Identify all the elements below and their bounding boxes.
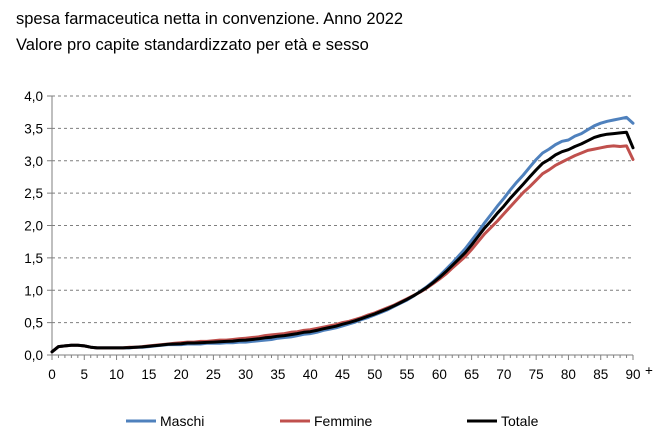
legend-label-totale: Totale xyxy=(501,413,539,429)
y-tick-label: 1,5 xyxy=(24,251,43,266)
y-tick-label: 3,5 xyxy=(24,121,43,136)
series-lines xyxy=(50,115,635,354)
x-tick-label: 40 xyxy=(303,367,318,382)
axes xyxy=(47,95,634,360)
x-tick-label: 85 xyxy=(593,367,608,382)
x-tick-label: 65 xyxy=(464,367,479,382)
x-tick-label: 90 xyxy=(625,367,640,382)
chart-title: spesa farmaceutica netta in convenzione.… xyxy=(16,10,404,28)
x-tick-label: 75 xyxy=(529,367,544,382)
x-tick-label: 35 xyxy=(270,367,285,382)
x-tick-label: 0 xyxy=(48,367,56,382)
x-tick-label: 60 xyxy=(432,367,447,382)
series-line-totale xyxy=(50,130,635,354)
grid-lines xyxy=(52,95,633,324)
x-tick-label: 10 xyxy=(109,367,124,382)
x-tick-label: 25 xyxy=(206,367,221,382)
y-tick-label: 3,0 xyxy=(24,154,43,169)
x-tick-label: 45 xyxy=(335,367,350,382)
x-tick-label: 5 xyxy=(81,367,89,382)
legend: Maschi Femmine Totale xyxy=(126,413,539,429)
y-tick-label: 0,0 xyxy=(24,348,43,363)
chart-subtitle: Valore pro capite standardizzato per età… xyxy=(16,36,369,54)
legend-label-maschi: Maschi xyxy=(160,413,204,429)
x-tick-label: 20 xyxy=(174,367,189,382)
x-tick-label: 30 xyxy=(238,367,253,382)
legend-label-femmine: Femmine xyxy=(314,413,373,429)
y-tick-labels: 0,0 0,5 1,0 1,5 2,0 2,5 3,0 3,5 4,0 xyxy=(24,89,43,363)
x-tick-label: 15 xyxy=(141,367,156,382)
y-tick-label: 2,5 xyxy=(24,186,43,201)
y-tick-label: 2,0 xyxy=(24,219,43,234)
y-tick-label: 0,5 xyxy=(24,316,43,331)
x-tick-label: 55 xyxy=(400,367,415,382)
x-tick-label: 80 xyxy=(561,367,576,382)
x-tick-suffix: + xyxy=(645,363,653,378)
x-tick-label: 70 xyxy=(496,367,511,382)
x-tick-labels: 0 5 10 15 20 25 30 35 40 45 50 55 60 65 70 75 80 85 90 + xyxy=(48,363,653,382)
series-line-femmine xyxy=(50,144,635,354)
y-tick-label: 4,0 xyxy=(24,89,43,104)
series-line-maschi xyxy=(50,115,635,354)
x-tick-label: 50 xyxy=(367,367,382,382)
y-tick-label: 1,0 xyxy=(24,283,43,298)
